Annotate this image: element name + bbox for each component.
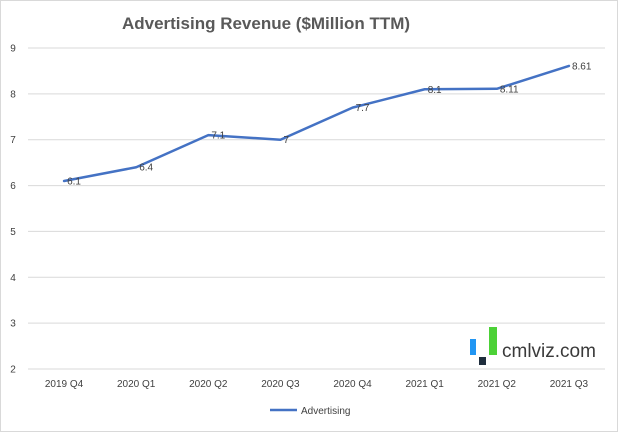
y-tick-label: 2 bbox=[10, 365, 16, 376]
data-label: 7.1 bbox=[211, 131, 225, 142]
y-tick-label: 3 bbox=[10, 319, 16, 330]
cmlviz-logo-icon bbox=[470, 327, 497, 365]
data-label: 7 bbox=[283, 135, 289, 146]
watermark-text: cmlviz.com bbox=[502, 341, 596, 362]
y-tick-label: 5 bbox=[10, 227, 16, 238]
x-tick-label: 2021 Q3 bbox=[550, 379, 589, 390]
chart-title: Advertising Revenue ($Million TTM) bbox=[122, 14, 410, 33]
x-tick-label: 2020 Q2 bbox=[189, 379, 228, 390]
x-tick-label: 2021 Q1 bbox=[406, 379, 445, 390]
series-advertising bbox=[62, 64, 571, 183]
logo-bar-green bbox=[489, 327, 497, 355]
data-labels: 6.1 6.4 7.1 7 7.7 8.1 8.11 8.61 bbox=[67, 61, 592, 187]
series-line bbox=[62, 64, 571, 183]
logo-bar-blue bbox=[470, 339, 476, 355]
y-tick-label: 4 bbox=[10, 273, 16, 284]
logo-square-dark bbox=[479, 357, 486, 365]
x-tick-label: 2020 Q1 bbox=[117, 379, 156, 390]
data-label: 6.4 bbox=[139, 163, 153, 174]
x-tick-label: 2019 Q4 bbox=[45, 379, 84, 390]
y-axis: 2 3 4 5 6 7 8 9 bbox=[10, 44, 16, 376]
y-tick-label: 9 bbox=[10, 44, 16, 55]
x-tick-label: 2020 Q4 bbox=[333, 379, 372, 390]
data-label: 8.1 bbox=[428, 85, 442, 96]
x-axis: 2019 Q4 2020 Q1 2020 Q2 2020 Q3 2020 Q4 2021 … bbox=[45, 379, 589, 390]
y-tick-label: 7 bbox=[10, 135, 16, 146]
x-tick-label: 2020 Q3 bbox=[261, 379, 300, 390]
data-label: 8.61 bbox=[572, 61, 592, 72]
y-tick-label: 8 bbox=[10, 89, 16, 100]
cmlviz-watermark: cmlviz.com bbox=[470, 327, 596, 365]
data-label: 6.1 bbox=[67, 176, 81, 187]
legend-label: Advertising bbox=[301, 406, 350, 417]
y-tick-label: 6 bbox=[10, 181, 16, 192]
x-tick-label: 2021 Q2 bbox=[478, 379, 517, 390]
legend[interactable]: Advertising bbox=[270, 406, 350, 417]
data-label: 7.7 bbox=[356, 103, 370, 114]
gridlines bbox=[28, 47, 605, 370]
data-label: 8.11 bbox=[500, 84, 519, 95]
